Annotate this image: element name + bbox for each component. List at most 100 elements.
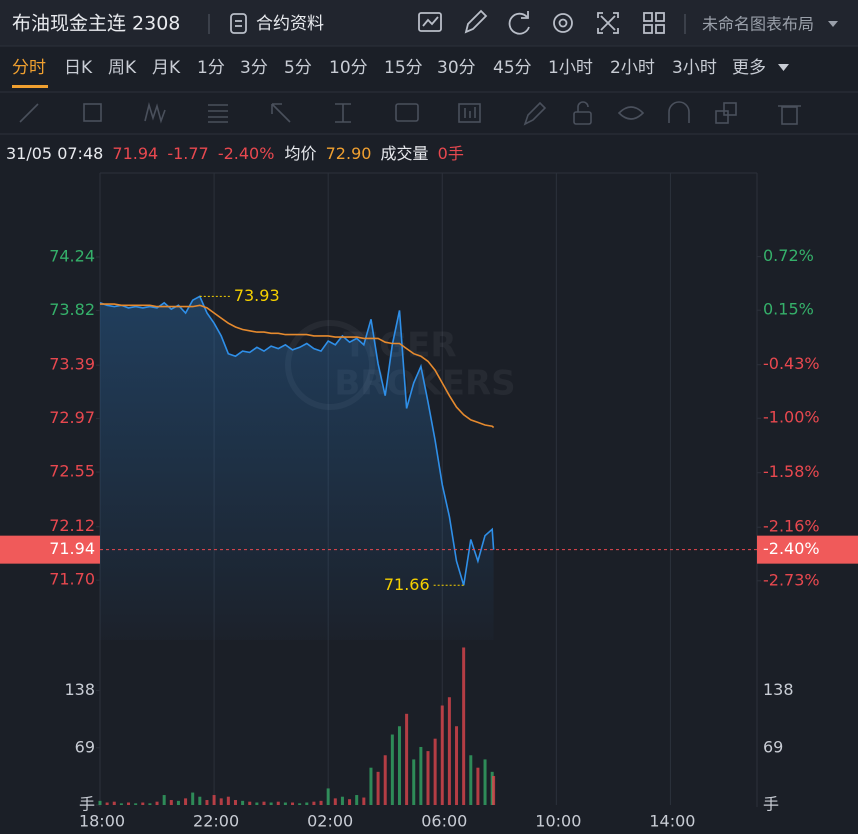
volume-bar — [447, 697, 451, 805]
last-price-label: 71.94 — [49, 539, 95, 558]
volume-bar — [255, 802, 259, 805]
timeframe[interactable]: 15分 — [384, 58, 423, 78]
last-price-box — [0, 535, 100, 564]
tool-layers[interactable] — [715, 102, 737, 124]
volume-bar — [340, 796, 344, 805]
volume-bar — [176, 800, 180, 805]
info-avg: 72.90 — [326, 144, 372, 163]
volume-bar — [492, 775, 496, 805]
volume-bar — [212, 795, 216, 805]
layout-menu[interactable]: 未命名图表布局 — [702, 15, 838, 34]
tool-lock[interactable] — [573, 101, 592, 125]
x-tick-label: 02:00 — [307, 812, 353, 831]
tool-text[interactable] — [395, 103, 419, 122]
y-tick-label: 71.70 — [49, 570, 95, 589]
volume-bar — [305, 802, 309, 805]
x-tick-label: 10:00 — [535, 812, 581, 831]
volume-bar — [205, 800, 209, 805]
tool-eye[interactable] — [617, 106, 645, 120]
tool-wave[interactable] — [144, 102, 166, 124]
info-datetime: 31/05 07:48 — [6, 144, 103, 163]
tool-measure[interactable] — [335, 103, 351, 123]
timeframe[interactable]: 2小时 — [610, 58, 655, 78]
y2-tick-label: -2.73% — [763, 570, 820, 589]
tool-delete[interactable] — [778, 105, 801, 125]
contract-info-button[interactable]: 合约资料 — [230, 13, 324, 34]
timeframe-underline — [12, 85, 48, 88]
tool-arrow[interactable] — [271, 103, 291, 123]
volume-bar — [226, 796, 230, 805]
y-tick-label: 72.55 — [49, 462, 95, 481]
volume-bar — [233, 800, 237, 805]
y-tick-label: 72.97 — [49, 408, 95, 427]
timeframe[interactable]: 月K — [152, 58, 181, 78]
volume-bar — [241, 800, 245, 805]
volume-bar — [283, 802, 287, 805]
timeframe[interactable]: 1分 — [197, 58, 225, 78]
toolbar-icons — [418, 9, 665, 35]
volume-bar — [369, 767, 373, 805]
volume-bar — [112, 801, 116, 805]
volume-bar — [412, 759, 416, 805]
timeframe[interactable]: 3小时 — [672, 58, 717, 78]
volume-bar — [333, 798, 337, 805]
layout-icon[interactable] — [643, 12, 665, 34]
contract-info[interactable]: 合约资料 — [256, 14, 324, 34]
timeframe[interactable]: 分时 — [12, 58, 46, 78]
timeframe[interactable]: 更多 — [732, 58, 766, 78]
dropdown-arrow — [828, 21, 838, 27]
y2-tick-label: -1.00% — [763, 408, 820, 427]
tool-trendline[interactable] — [19, 103, 39, 123]
timeframe[interactable]: 5分 — [284, 58, 312, 78]
indicator-icon[interactable] — [418, 12, 442, 32]
timeframe[interactable]: 3分 — [240, 58, 268, 78]
timeframe[interactable]: 周K — [108, 58, 137, 78]
volume-bar — [383, 755, 387, 805]
header-bar — [0, 0, 858, 46]
tool-chart[interactable] — [458, 103, 481, 123]
info-avg-label: 均价 — [285, 144, 317, 163]
settings-icon[interactable] — [553, 13, 573, 33]
y2-tick-label: -1.58% — [763, 462, 820, 481]
layout-name[interactable]: 未命名图表布局 — [702, 15, 814, 34]
volume-bar — [169, 800, 173, 805]
y-tick-label: 73.39 — [49, 355, 95, 374]
x-tick-label: 14:00 — [649, 812, 695, 831]
volume-tick-label: 手 — [79, 795, 95, 814]
tool-fib[interactable] — [208, 104, 228, 123]
timeframe[interactable]: 30分 — [437, 58, 476, 78]
volume-bar — [276, 801, 280, 805]
timeframe[interactable]: 日K — [64, 58, 93, 78]
tool-magnet[interactable] — [668, 101, 690, 123]
volume-bar — [134, 803, 138, 805]
volume-bar — [155, 801, 159, 805]
y2-tick-label: -2.16% — [763, 517, 820, 536]
y-tick-label: 73.82 — [49, 300, 95, 319]
volume-bar — [390, 734, 394, 805]
info-change-pct: -2.40% — [218, 144, 275, 163]
volume-bar — [312, 801, 316, 805]
timeframe[interactable]: 1小时 — [548, 58, 593, 78]
chart: 18:0022:0002:0006:0010:0014:00TIGERBROKE… — [0, 172, 858, 831]
timeframe-bar: 分时 日K 周K 月K 1分 3分 5分 10分 15分 30分 45分 1小时 2小时 3小时 更多 — [12, 58, 766, 88]
volume-bar — [397, 726, 401, 805]
refresh-icon[interactable] — [508, 11, 530, 35]
tool-rect[interactable] — [83, 103, 102, 122]
volume-bar — [348, 799, 352, 805]
draw-icon[interactable] — [464, 9, 488, 34]
x-tick-label: 06:00 — [421, 812, 467, 831]
timeframe[interactable]: 45分 — [493, 58, 532, 78]
annotation-label: 73.93 — [234, 286, 280, 305]
y2-tick-label: 0.15% — [763, 300, 814, 319]
more-arrow[interactable] — [778, 64, 789, 71]
volume-bar — [127, 802, 131, 805]
volume-bar — [291, 802, 295, 805]
volume-bar — [184, 798, 188, 805]
fullscreen-icon[interactable] — [597, 12, 619, 34]
timeframe[interactable]: 10分 — [329, 58, 368, 78]
info-change: -1.77 — [167, 144, 208, 163]
volume-bar — [198, 796, 202, 805]
volume-bar — [148, 803, 152, 805]
tool-pen[interactable] — [523, 101, 547, 126]
